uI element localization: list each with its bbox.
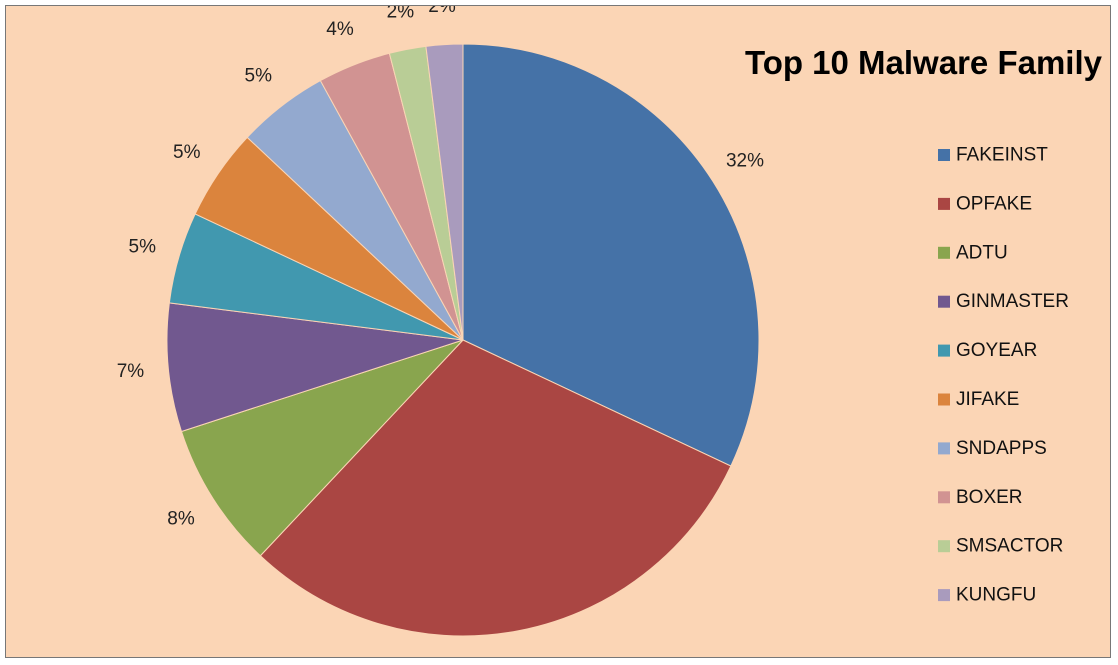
legend-label-sndapps: SNDAPPS xyxy=(956,438,1047,459)
legend-label-kungfu: KUNGFU xyxy=(956,585,1036,606)
pie-slice-ginmaster xyxy=(166,302,464,433)
legend-swatch-smsactor xyxy=(938,540,950,553)
legend-swatch-ginmaster xyxy=(938,295,950,308)
legend-label-smsactor: SMSACTOR xyxy=(956,536,1063,557)
pie-slice-opfake xyxy=(259,339,732,637)
percent-label-sndapps: 5% xyxy=(245,66,273,87)
legend-swatch-sndapps xyxy=(938,442,950,455)
legend: FAKEINST OPFAKE ADTU GINMASTER GOYEAR JIFAKE S… xyxy=(938,145,1069,606)
percent-label-ginmaster: 7% xyxy=(117,361,145,382)
pie-slice-fakeinst xyxy=(462,43,760,467)
legend-swatch-kungfu xyxy=(938,589,950,602)
legend-label-ginmaster: GINMASTER xyxy=(956,291,1069,312)
legend-swatch-goyear xyxy=(938,344,950,357)
legend-swatch-adtu xyxy=(938,246,950,259)
legend-swatch-boxer xyxy=(938,491,950,504)
legend-label-boxer: BOXER xyxy=(956,487,1023,508)
pie-slice-kungfu xyxy=(425,43,464,341)
chart-area: 32%30%8%7%5%5%5%4%2%2% Top 10 Malware Fa… xyxy=(5,5,1111,658)
chart-title: Top 10 Malware Family xyxy=(745,44,1103,81)
legend-swatch-jifake xyxy=(938,393,950,406)
pie-chart: 32%30%8%7%5%5%5%4%2%2% Top 10 Malware Fa… xyxy=(6,6,1110,657)
percent-label-kungfu: 2% xyxy=(428,6,456,17)
legend-swatch-opfake xyxy=(938,197,950,210)
pie-slice-adtu xyxy=(180,339,464,557)
legend-label-goyear: GOYEAR xyxy=(956,340,1037,361)
legend-label-adtu: ADTU xyxy=(956,242,1008,263)
percent-label-boxer: 4% xyxy=(326,19,354,40)
percent-label-smsactor: 2% xyxy=(387,6,415,22)
legend-label-opfake: OPFAKE xyxy=(956,193,1032,214)
percent-label-fakeinst: 32% xyxy=(726,151,764,172)
pie-slices xyxy=(166,43,760,637)
percent-label-jifake: 5% xyxy=(173,142,201,163)
legend-swatch-fakeinst xyxy=(938,149,950,161)
percent-labels: 32%30%8%7%5%5%5%4%2%2% xyxy=(117,6,764,529)
legend-label-fakeinst: FAKEINST xyxy=(956,145,1048,166)
legend-label-jifake: JIFAKE xyxy=(956,389,1019,410)
percent-label-goyear: 5% xyxy=(129,236,157,257)
percent-label-adtu: 8% xyxy=(167,508,195,529)
